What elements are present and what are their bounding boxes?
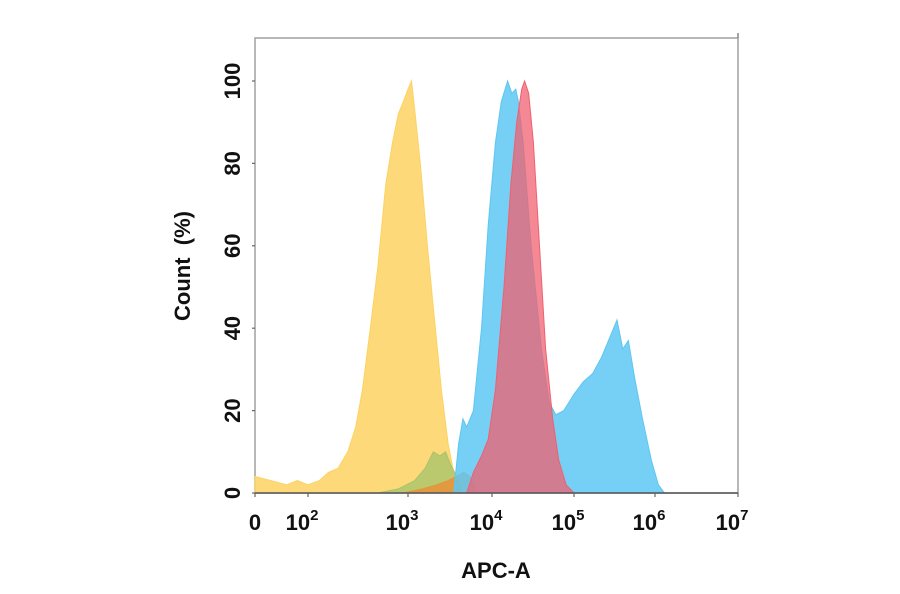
x-tick-label: 103 bbox=[386, 507, 419, 535]
y-axis-ticks: 0 20 40 60 80 100 bbox=[220, 63, 255, 499]
y-tick-label: 20 bbox=[220, 398, 245, 422]
x-tick-label: 0 bbox=[249, 510, 261, 535]
y-tick-label: 80 bbox=[220, 151, 245, 175]
plot-area: 0 102 103 104 105 106 107 0 20 40 60 80 100 bbox=[220, 33, 748, 535]
red-population-area bbox=[466, 79, 576, 494]
yellow-population-area bbox=[254, 79, 465, 494]
x-tick-label: 106 bbox=[633, 507, 666, 535]
histogram-series bbox=[254, 79, 666, 494]
y-tick-label: 60 bbox=[220, 234, 245, 258]
x-tick-label: 102 bbox=[286, 507, 319, 535]
y-tick-label: 40 bbox=[220, 316, 245, 340]
x-axis-title: APC-A bbox=[461, 558, 531, 583]
x-axis-ticks: 0 102 103 104 105 106 107 bbox=[249, 493, 749, 535]
y-tick-label: 100 bbox=[220, 63, 245, 100]
x-tick-label: 105 bbox=[552, 507, 585, 535]
y-tick-label: 0 bbox=[220, 487, 245, 499]
y-axis-title: Count (%) bbox=[170, 211, 195, 321]
x-tick-label: 107 bbox=[716, 507, 749, 535]
x-tick-label: 104 bbox=[470, 507, 503, 535]
